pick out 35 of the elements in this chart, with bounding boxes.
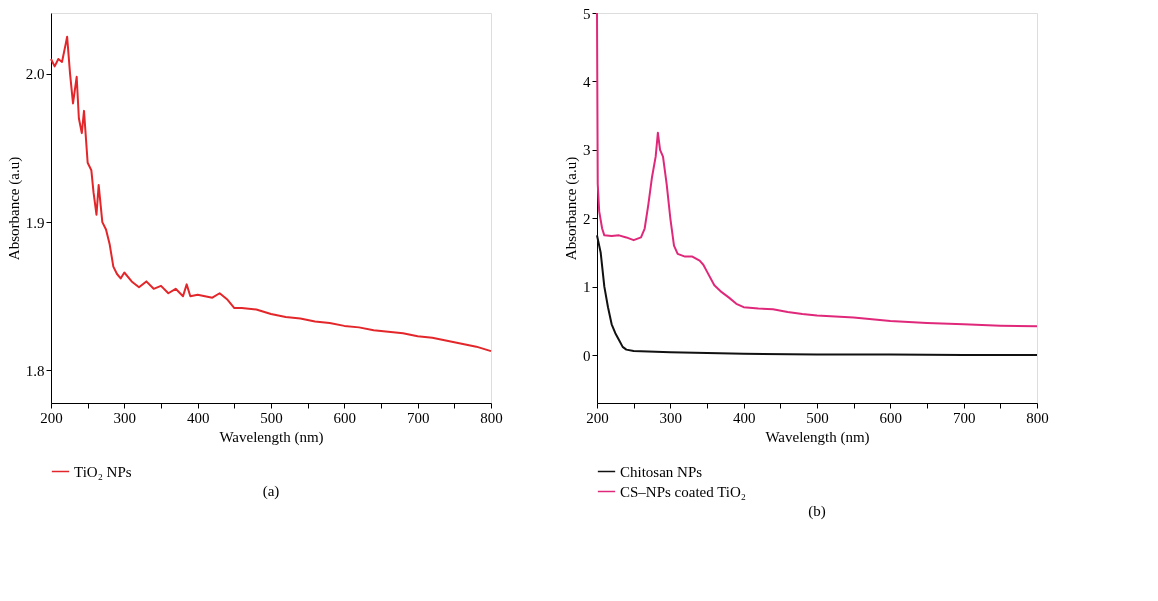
y-tick-label: 3 [583, 142, 591, 159]
y-tick-label: 0 [583, 347, 591, 364]
legend-label: Chitosan NPs [620, 463, 703, 480]
x-tick-label: 500 [260, 409, 283, 426]
line-series [596, 234, 1038, 357]
y-axis-title: Absorbance (a.u) [563, 156, 580, 261]
y-tick-label: 1.9 [25, 214, 45, 231]
x-tick-label: 300 [659, 409, 683, 426]
x-tick-label: 600 [879, 409, 903, 426]
x-axis-title: Wavelength (nm) [219, 428, 324, 446]
y-tick-label: 4 [583, 73, 591, 90]
x-tick-label: 500 [806, 409, 829, 426]
text: (b) [808, 503, 826, 520]
text: (a) [262, 483, 280, 500]
y-tick-label: 2.0 [25, 66, 45, 83]
y-axis-title: Absorbance (a.u) [5, 156, 23, 261]
line-series [50, 35, 492, 353]
x-tick-label: 200 [586, 409, 609, 426]
y-tick-label: 2 [583, 210, 591, 227]
y-tick-label: 1.8 [25, 362, 45, 379]
x-tick-label: 600 [333, 409, 357, 426]
line-series [596, 12, 1038, 328]
x-tick-label: 800 [480, 409, 503, 426]
legend-label: TiO₂ NPs [74, 463, 132, 480]
x-axis-title: Wavelength (nm) [765, 428, 870, 446]
y-tick-label: 1 [583, 279, 591, 296]
x-tick-label: 300 [113, 409, 137, 426]
x-tick-label: 700 [952, 409, 976, 426]
x-tick-label: 400 [732, 409, 756, 426]
y-tick-label: 5 [583, 5, 591, 22]
x-tick-label: 200 [40, 409, 63, 426]
x-tick-label: 800 [1026, 409, 1049, 426]
x-tick-label: 700 [406, 409, 430, 426]
x-tick-label: 400 [186, 409, 210, 426]
legend-label: CS–NPs coated TiO₂ [620, 483, 747, 500]
